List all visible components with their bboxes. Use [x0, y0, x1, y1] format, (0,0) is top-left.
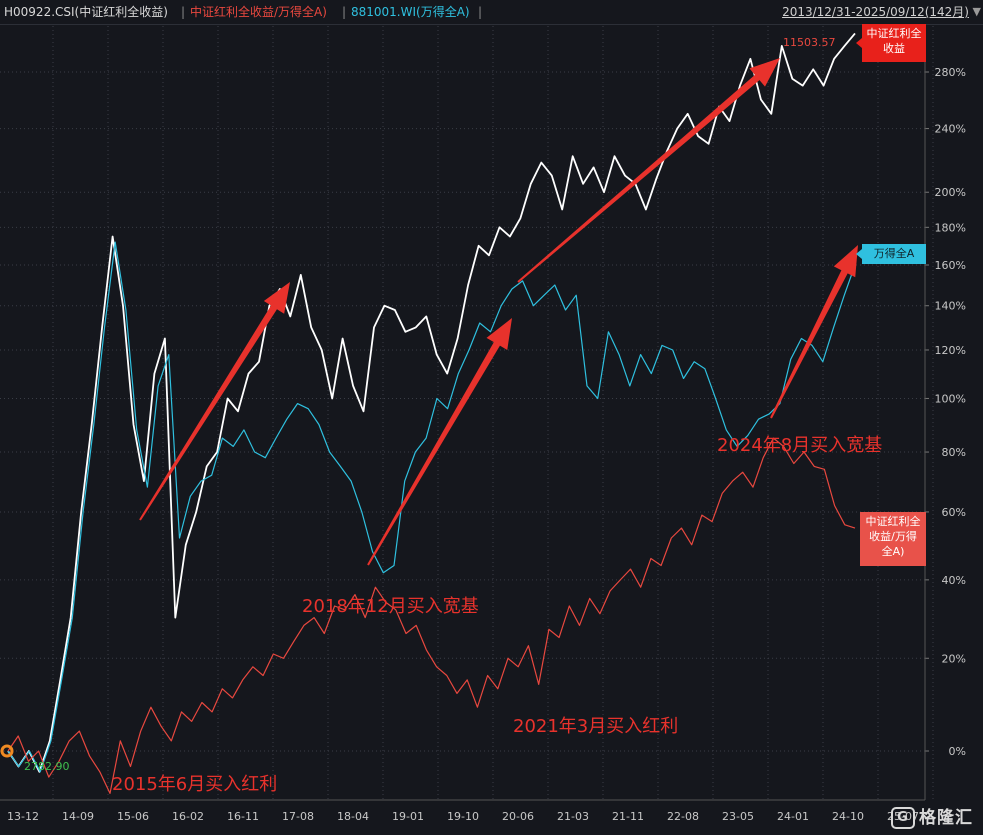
annotation-text: 2015年6月买入红利 [112, 774, 277, 795]
tag-text: 万得全A [874, 246, 915, 260]
trend-arrow [517, 58, 780, 283]
y-tick-label: 180% [935, 221, 966, 234]
chevron-down-icon[interactable]: ▼ [972, 5, 981, 18]
separator: | [478, 5, 483, 19]
y-tick-label: 40% [942, 574, 966, 587]
x-tick-label: 21-11 [612, 810, 644, 823]
chart-header: H00922.CSI(中证红利全收益) | 中证红利全收益/万得全A) | 88… [0, 0, 983, 25]
trend-arrow [770, 245, 858, 419]
separator: | [181, 5, 186, 19]
start-marker [0, 744, 14, 758]
y-tick-label: 20% [942, 652, 966, 665]
tag-text: 中证红利全 [867, 26, 922, 40]
last-value-label: 11503.57 [783, 36, 836, 49]
tag-pointer [856, 38, 862, 48]
x-tick-label: 19-01 [392, 810, 424, 823]
y-tick-label: 0% [949, 745, 966, 758]
tag-box [860, 512, 926, 566]
x-tick-label: 16-11 [227, 810, 259, 823]
tag-text: 全A) [882, 544, 905, 558]
series-line-2 [7, 437, 856, 795]
x-tick-label: 25-07 [887, 810, 919, 823]
index-code-label[interactable]: H00922.CSI(中证红利全收益) [4, 5, 168, 19]
x-axis: 13-12 14-09 15-06 16-02 16-11 17-08 18-04 19-01… [0, 799, 925, 823]
y-tick-label: 200% [935, 186, 966, 199]
watermark: G 格隆汇 [891, 803, 973, 829]
x-tick-label: 19-10 [447, 810, 479, 823]
y-tick-label: 80% [942, 446, 966, 459]
wind-a-label[interactable]: 881001.WI(万得全A) [351, 5, 470, 19]
x-tick-label: 13-12 [7, 810, 39, 823]
tag-pointer [856, 249, 862, 259]
tag-text: 中证红利全 [866, 514, 921, 528]
y-tick-label: 140% [935, 300, 966, 313]
wind-a-tag: 万得全A [856, 244, 926, 264]
x-tick-label: 16-02 [172, 810, 204, 823]
dividend-tag: 中证红利全收益 [856, 24, 926, 62]
y-tick-label: 120% [935, 344, 966, 357]
x-tick-label: 20-06 [502, 810, 534, 823]
separator: | [342, 5, 347, 19]
ratio-label[interactable]: 中证红利全收益/万得全A) [190, 5, 327, 19]
y-tick-label: 60% [942, 506, 966, 519]
x-tick-label: 14-09 [62, 810, 94, 823]
tag-text: 收益 [883, 41, 905, 55]
series-lines [0, 32, 856, 795]
tag-box [862, 24, 926, 62]
y-axis: 0% 20% 40% 60% 80% 100% 120% 140% 160% 180% 200% 24… [924, 26, 966, 800]
start-value-label: 2782.90 [24, 760, 70, 773]
x-tick-label: 24-01 [777, 810, 809, 823]
ratio-tag: 中证红利全收益/万得全A) [860, 512, 926, 566]
annotation-labels: 2782.90 11503.57 2015年6月买入红利 2018年12月买入宽基 20… [24, 36, 882, 795]
x-tick-label: 18-04 [337, 810, 369, 823]
annotation-text: 2024年8月买入宽基 [717, 435, 882, 456]
watermark-text: 格隆汇 [919, 808, 973, 828]
x-tick-label: 21-03 [557, 810, 589, 823]
y-tick-label: 240% [935, 123, 966, 136]
x-tick-label: 17-08 [282, 810, 314, 823]
series-line-1 [7, 241, 856, 773]
logo-icon: G [891, 807, 915, 829]
x-tick-label: 22-08 [667, 810, 699, 823]
tag-text: 收益/万得 [869, 529, 917, 543]
trend-arrows [139, 58, 858, 566]
trend-arrow [139, 282, 290, 521]
y-tick-label: 280% [935, 66, 966, 79]
series-line-0 [7, 32, 856, 773]
annotation-text: 2021年3月买入红利 [513, 716, 678, 737]
tag-box [862, 244, 926, 264]
x-tick-label: 24-10 [832, 810, 864, 823]
date-range-selector[interactable]: 2013/12/31-2025/09/12(142月) [782, 5, 969, 19]
x-tick-label: 15-06 [117, 810, 149, 823]
annotation-text: 2018年12月买入宽基 [302, 596, 479, 617]
y-tick-label: 160% [935, 259, 966, 272]
x-tick-label: 23-05 [722, 810, 754, 823]
trend-arrow [367, 318, 512, 566]
grid-lines [0, 26, 934, 800]
y-tick-label: 100% [935, 392, 966, 405]
